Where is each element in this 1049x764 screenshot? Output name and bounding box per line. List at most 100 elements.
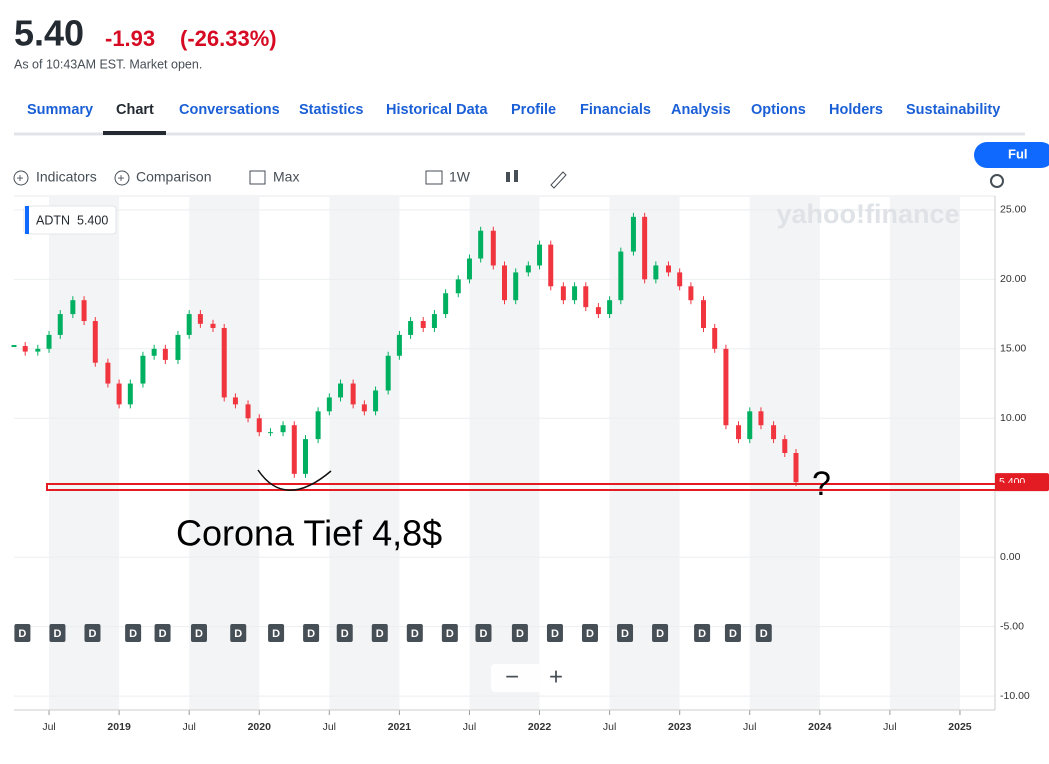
price-tag-label: 5.400: [999, 476, 1025, 488]
comparison-button[interactable]: Comparison: [136, 169, 211, 185]
dividend-label: D: [307, 628, 315, 640]
dividend-marker: [336, 624, 353, 642]
tab[interactable]: Holders: [829, 102, 883, 118]
dividend-marker: [190, 624, 207, 642]
zoom-in[interactable]: +: [549, 663, 563, 690]
dividend-label: D: [89, 628, 97, 640]
tab[interactable]: Conversations: [179, 102, 280, 118]
dividend-marker: [230, 624, 247, 642]
icon: [13, 170, 29, 186]
change: -1.93: [105, 26, 155, 51]
y-tick-label: 10.00: [1000, 412, 1026, 424]
tab[interactable]: Statistics: [299, 102, 363, 118]
dividend-label: D: [411, 628, 419, 640]
candle: [583, 286, 589, 308]
dividend-label: D: [376, 628, 384, 640]
candle: [677, 272, 683, 287]
y-tick-label: 15.00: [1000, 343, 1026, 355]
candle: [57, 314, 63, 335]
dividend-marker: [652, 624, 669, 642]
x-tick-label: 2025: [948, 721, 972, 733]
dividend-marker: [268, 624, 285, 642]
dividend-marker: [49, 624, 66, 642]
x-tick-label: Jul: [743, 721, 756, 733]
dividend-label: D: [586, 628, 594, 640]
candle: [431, 314, 437, 328]
candle: [396, 334, 402, 356]
candle: [630, 216, 636, 252]
dividend-label: D: [53, 628, 61, 640]
dividend-marker: [475, 624, 492, 642]
tab[interactable]: Options: [751, 102, 806, 118]
tabs: Summary Chart Conversations Statistics Histo…: [27, 102, 1000, 118]
dividend-label: D: [516, 628, 524, 640]
candle: [186, 314, 192, 335]
candle: [162, 348, 168, 360]
candle: [221, 327, 227, 398]
dividend-marker: [371, 624, 388, 642]
interval-button[interactable]: 1W: [449, 169, 471, 185]
tab[interactable]: Sustainability: [906, 102, 1000, 118]
change-percent: (-26.33%): [180, 26, 277, 51]
y-tick-label: -10.00: [1000, 690, 1030, 702]
draw-icon[interactable]: [550, 171, 567, 189]
fullscreen-label: Ful: [1008, 146, 1028, 161]
tab[interactable]: Historical Data: [386, 102, 488, 118]
dividend-label: D: [698, 628, 706, 640]
tab[interactable]: Financials: [580, 102, 651, 118]
candle: [618, 251, 624, 301]
price-tag: [995, 473, 1049, 492]
candle: [771, 425, 777, 440]
tab[interactable]: Profile: [511, 102, 556, 118]
dividend-marker: [154, 624, 171, 642]
y-tick-label: 25.00: [1000, 204, 1026, 216]
candle: [245, 404, 251, 419]
icon: +: [17, 171, 24, 185]
candle: [338, 383, 344, 398]
range-button[interactable]: Max: [273, 169, 299, 185]
x-tick-label: Jul: [883, 721, 896, 733]
icon: +: [118, 171, 125, 185]
active-tab-underline: [103, 131, 166, 135]
annotation: ?: [812, 465, 831, 503]
indicators-button[interactable]: Indicators: [36, 169, 97, 185]
x-tick-label: 2021: [388, 721, 412, 733]
dividend-marker: [694, 624, 711, 642]
watermark: yahoo!finance: [776, 199, 959, 229]
candle: [642, 216, 648, 280]
fullscreen-button[interactable]: [974, 142, 1049, 168]
candle: [712, 327, 718, 349]
icon: [249, 170, 266, 185]
x-tick-label: Jul: [603, 721, 616, 733]
candle: [92, 321, 98, 363]
tab[interactable]: Summary: [27, 102, 93, 118]
dividend-marker: [546, 624, 563, 642]
legend-box: [23, 205, 117, 235]
tab[interactable]: Analysis: [671, 102, 731, 118]
dividend-label: D: [656, 628, 664, 640]
candle: [46, 334, 52, 349]
drawn-curve: [257, 469, 332, 491]
icon: [514, 170, 518, 182]
x-tick-label: 2019: [107, 721, 131, 733]
dividend-marker: [441, 624, 458, 642]
candle: [35, 348, 41, 352]
icon: [425, 170, 443, 185]
candle: [420, 321, 426, 328]
candle: [572, 286, 578, 301]
candle: [782, 439, 788, 453]
legend-value: 5.400: [77, 213, 108, 227]
x-tick-label: Jul: [323, 721, 336, 733]
dividend-label: D: [129, 628, 137, 640]
candle: [478, 230, 484, 259]
tab[interactable]: Chart: [116, 102, 154, 118]
candle: [525, 265, 531, 273]
candle: [701, 300, 707, 328]
x-tick-label: 2024: [808, 721, 832, 733]
settings-icon[interactable]: [990, 174, 1004, 188]
period-band: [889, 196, 960, 710]
zoom-out[interactable]: −: [505, 663, 519, 690]
annotation: Corona Tief 4,8$: [176, 513, 442, 554]
x-tick-label: 2023: [668, 721, 692, 733]
